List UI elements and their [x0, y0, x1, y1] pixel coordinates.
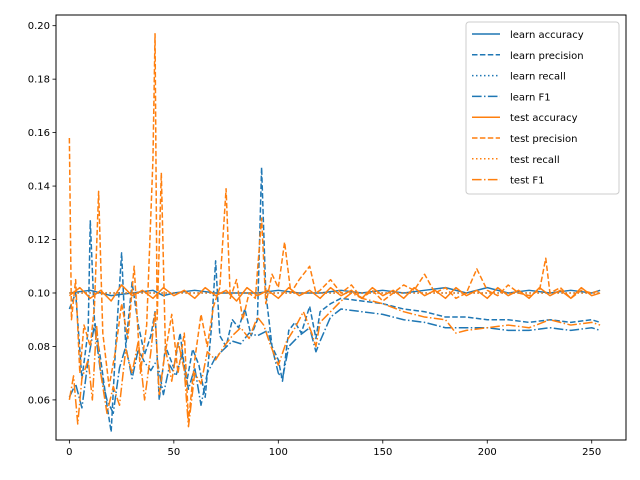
y-tick-label: 0.20 — [28, 21, 50, 32]
series-line-test-precision — [68, 32, 601, 423]
legend-label: test recall — [510, 155, 560, 166]
series-line-learn-precision — [68, 166, 601, 433]
x-axis: 0 50 100 150 200 250 — [66, 440, 601, 458]
y-tick-label: 0.06 — [28, 395, 50, 406]
legend-label: test precision — [510, 134, 578, 145]
y-axis: 0.06 0.08 0.10 0.12 0.14 0.16 0.18 0.20 — [28, 21, 56, 406]
y-tick-label: 0.08 — [28, 342, 50, 353]
legend-box — [465, 21, 620, 195]
legend-label: learn precision — [510, 51, 584, 62]
legend-label: learn recall — [510, 72, 566, 83]
y-tick-label: 0.16 — [28, 128, 50, 139]
y-tick-label: 0.18 — [28, 75, 50, 86]
series-line-test-f1 — [68, 292, 601, 428]
x-tick-label: 200 — [478, 447, 497, 458]
x-tick-label: 0 — [66, 447, 72, 458]
series-line-learn-f1 — [68, 308, 601, 415]
x-tick-label: 100 — [269, 447, 288, 458]
y-tick-label: 0.14 — [28, 182, 50, 193]
plot-frame — [55, 14, 627, 441]
legend-label: learn accuracy — [510, 30, 584, 41]
series-layer — [68, 32, 601, 433]
y-tick-label: 0.10 — [28, 288, 50, 299]
x-tick-label: 250 — [582, 447, 601, 458]
x-tick-label: 150 — [373, 447, 392, 458]
legend-label: test accuracy — [510, 113, 578, 124]
legend: learn accuracy learn precision learn recal… — [465, 21, 620, 195]
y-tick-label: 0.12 — [28, 235, 50, 246]
x-tick-label: 50 — [167, 447, 180, 458]
legend-label: learn F1 — [510, 92, 551, 103]
legend-label: test F1 — [510, 176, 545, 187]
